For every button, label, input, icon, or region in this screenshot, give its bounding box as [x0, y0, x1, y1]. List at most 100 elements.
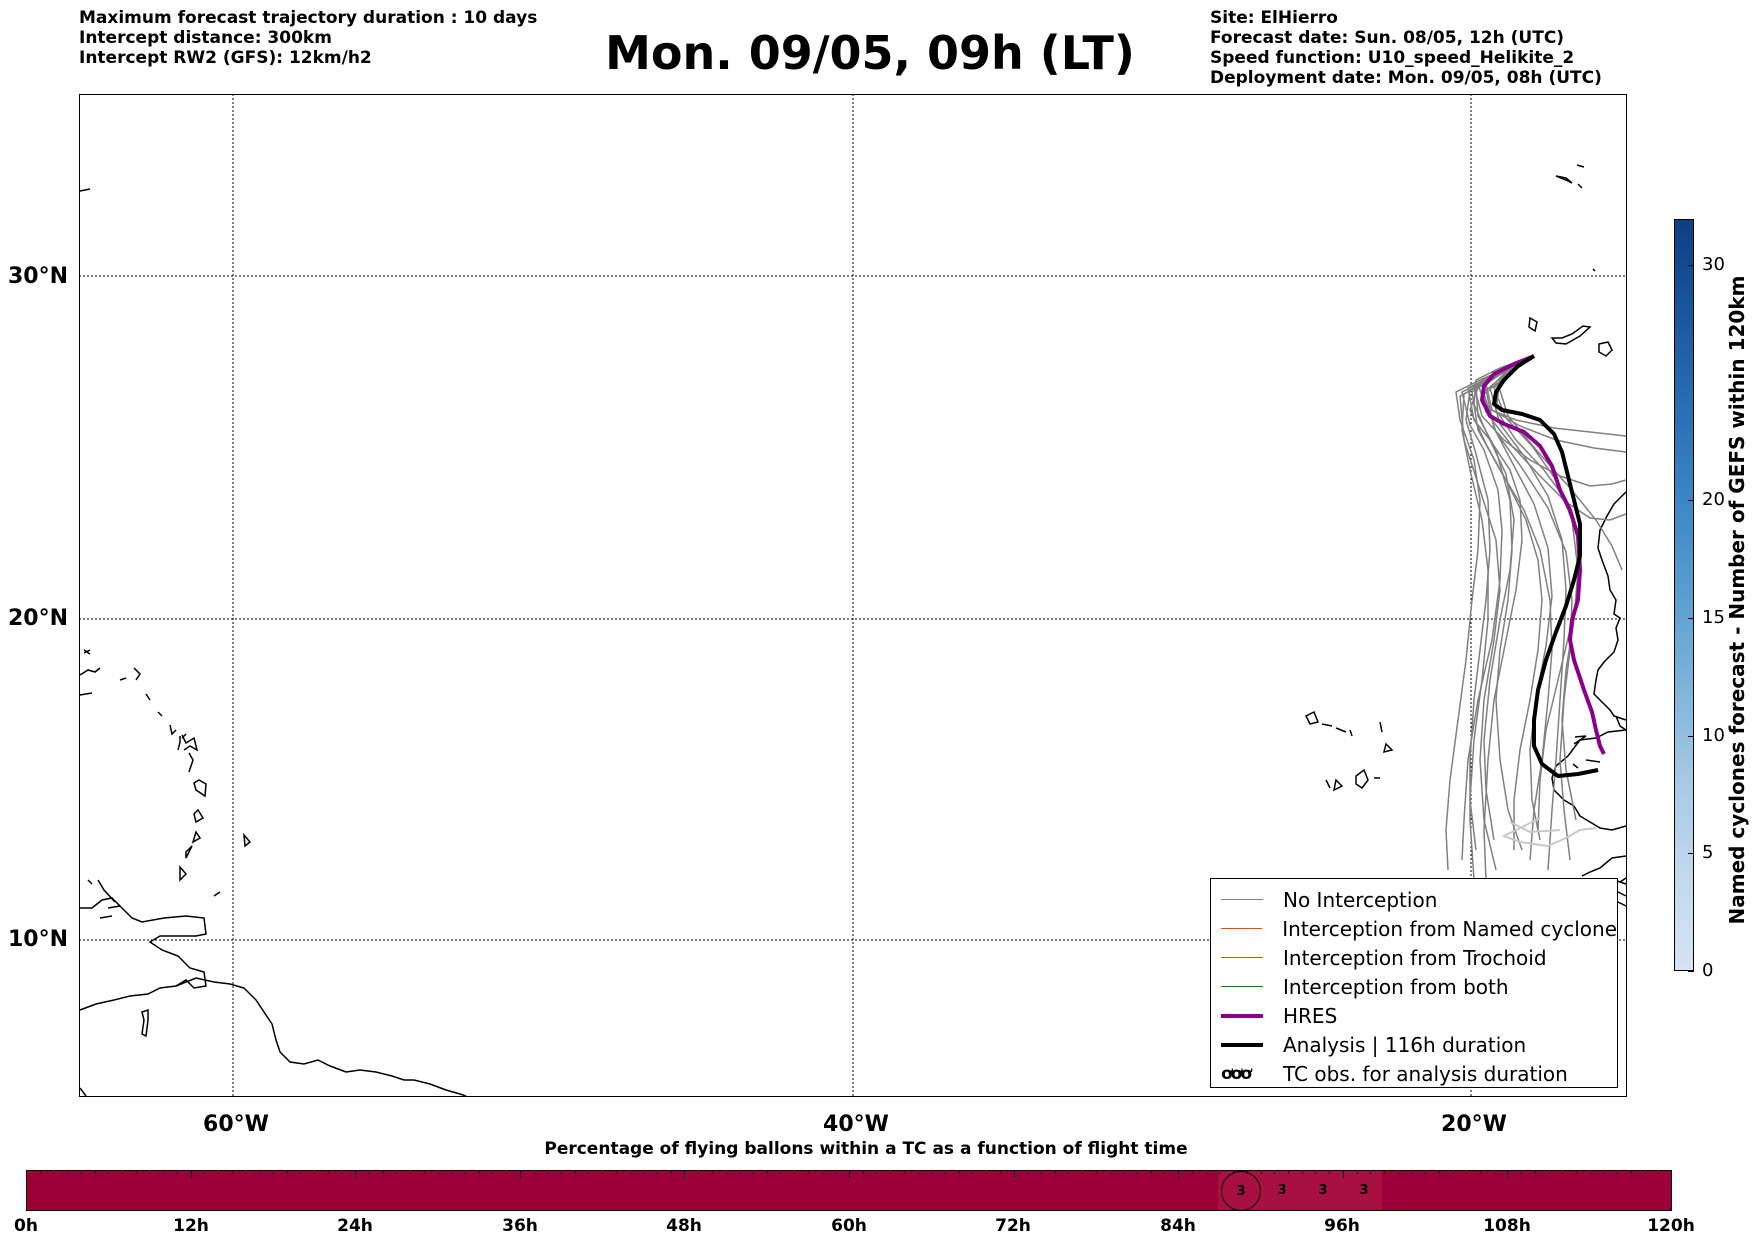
legend-label: No Interception: [1283, 887, 1438, 912]
timeline-tick-mark: [122, 1170, 124, 1174]
timeline-tick-mark: [1479, 1170, 1481, 1174]
timeline-tick-mark: [245, 1170, 247, 1174]
header-right-line: Deployment date: Mon. 09/05, 08h (UTC): [1210, 68, 1602, 88]
timeline-tick-mark: [410, 1170, 412, 1174]
timeline-tick-mark: [1287, 1170, 1289, 1174]
legend-label: HRES: [1283, 1003, 1338, 1028]
legend-label: Interception from Named cyclone: [1282, 916, 1617, 941]
timeline-tick-mark: [135, 1170, 137, 1174]
timeline-tick-mark: [917, 1170, 919, 1174]
timeline-tick-mark: [506, 1170, 508, 1174]
legend-label: TC obs. for analysis duration: [1283, 1061, 1568, 1086]
timeline-tick-mark: [1630, 1170, 1632, 1174]
timeline-tick-mark: [739, 1170, 741, 1174]
timeline-tick-mark: [752, 1170, 754, 1174]
timeline-tick-mark: [272, 1170, 274, 1174]
timeline-tick-mark: [53, 1170, 55, 1174]
timeline-tick-mark: [602, 1170, 604, 1174]
legend-swatch: [1221, 986, 1263, 987]
timeline-tick-mark: [684, 1170, 686, 1178]
timeline-tick-mark: [1452, 1170, 1454, 1174]
timeline-tick-mark: [1027, 1170, 1029, 1174]
tc-obs-icon: ơơơ: [1221, 1063, 1252, 1084]
timeline-tick-mark: [108, 1170, 110, 1174]
timeline-tick-mark: [629, 1170, 631, 1174]
header-left-line: Intercept RW2 (GFS): 12km/h2: [79, 48, 372, 68]
timeline-tick-mark: [1589, 1170, 1591, 1174]
timeline-tick-mark: [1109, 1170, 1111, 1174]
colorbar-tick: 15: [1702, 607, 1725, 628]
timeline-tick-mark: [588, 1170, 590, 1174]
header-right-line: Speed function: U10_speed_Helikite_2: [1210, 48, 1575, 68]
timeline-tick-mark: [945, 1170, 947, 1174]
timeline-tick-mark: [1150, 1170, 1152, 1174]
timeline-tick-mark: [1603, 1170, 1605, 1174]
timeline-tick-mark: [1617, 1170, 1619, 1174]
timeline-tick-mark: [821, 1170, 823, 1174]
colorbar-tick: 5: [1702, 842, 1714, 863]
timeline-tick-mark: [972, 1170, 974, 1174]
timeline-tick-mark: [656, 1170, 658, 1174]
timeline-tick-mark: [1507, 1170, 1509, 1178]
colorbar-label: Named cyclones forecast - Number of GEFS…: [1725, 275, 1749, 925]
timeline-tick-mark: [1068, 1170, 1070, 1174]
timeline-tick-mark: [725, 1170, 727, 1174]
timeline-tick-label: 108h: [1483, 1216, 1531, 1236]
legend-item: Analysis | 116h duration: [1221, 1030, 1617, 1059]
timeline-tick-mark: [698, 1170, 700, 1174]
timeline-tick-mark: [890, 1170, 892, 1174]
coastline-americas: [79, 188, 467, 1097]
timeline-tick-mark: [1260, 1170, 1262, 1174]
timeline-tick-mark: [1219, 1170, 1221, 1174]
legend-item: Interception from Trochoid: [1221, 943, 1617, 972]
timeline-tick-mark: [533, 1170, 535, 1174]
colorbar-tickmark: [1688, 618, 1694, 619]
timeline-tick-mark: [1548, 1170, 1550, 1174]
timeline-tick-mark: [1095, 1170, 1097, 1174]
legend-label: Analysis | 116h duration: [1283, 1032, 1527, 1057]
timeline-tick-mark: [39, 1170, 41, 1174]
header-left-line: Intercept distance: 300km: [79, 28, 332, 48]
header-left-info: Maximum forecast trajectory duration : 1…: [79, 8, 537, 68]
timeline-tick-mark: [547, 1170, 549, 1174]
faint-trajectories: [1501, 817, 1597, 848]
timeline-tick-mark: [670, 1170, 672, 1174]
timeline-tick-mark: [382, 1170, 384, 1174]
legend-item: No Interception: [1221, 885, 1617, 914]
timeline-tick-mark: [1658, 1170, 1660, 1174]
timeline-tick-mark: [1534, 1170, 1536, 1174]
timeline-tick-mark: [835, 1170, 837, 1174]
timeline-tick-mark: [163, 1170, 165, 1174]
legend-swatch: [1221, 1042, 1263, 1047]
lon-label-20: 20°W: [1441, 1112, 1507, 1137]
header-left-line: Maximum forecast trajectory duration : 1…: [79, 8, 538, 28]
timeline-tick-mark: [396, 1170, 398, 1174]
timeline-tick-mark: [1164, 1170, 1166, 1174]
legend-item: ơơơ TC obs. for analysis duration: [1221, 1059, 1617, 1088]
timeline-tick-mark: [300, 1170, 302, 1174]
timeline-tick-mark: [1383, 1170, 1385, 1174]
timeline-tick-mark: [862, 1170, 864, 1174]
lat-label-20: 20°N: [8, 606, 69, 631]
timeline-tick-mark: [204, 1170, 206, 1174]
timeline-tick-mark: [1644, 1170, 1646, 1174]
timeline-tick-mark: [560, 1170, 562, 1174]
timeline-tick-label: 48h: [666, 1216, 702, 1236]
timeline-tick-mark: [176, 1170, 178, 1174]
legend-label: Interception from both: [1283, 974, 1509, 999]
timeline-tick-mark: [1521, 1170, 1523, 1174]
timeline-tick-mark: [94, 1170, 96, 1174]
timeline-tick-label: 0h: [14, 1216, 38, 1236]
timeline-tick-mark: [67, 1170, 69, 1174]
timeline-tick-mark: [1301, 1170, 1303, 1174]
timeline-tick-mark: [190, 1170, 192, 1178]
lat-label-10: 10°N: [8, 927, 69, 952]
timeline-tick-mark: [286, 1170, 288, 1174]
timeline-tick-mark: [1205, 1170, 1207, 1174]
timeline-tick-mark: [574, 1170, 576, 1174]
lon-label-60: 60°W: [203, 1112, 269, 1137]
timeline-tick-label: 60h: [831, 1216, 867, 1236]
timeline-tick-mark: [780, 1170, 782, 1174]
timeline-tick-mark: [794, 1170, 796, 1174]
lat-label-30: 30°N: [8, 264, 69, 289]
